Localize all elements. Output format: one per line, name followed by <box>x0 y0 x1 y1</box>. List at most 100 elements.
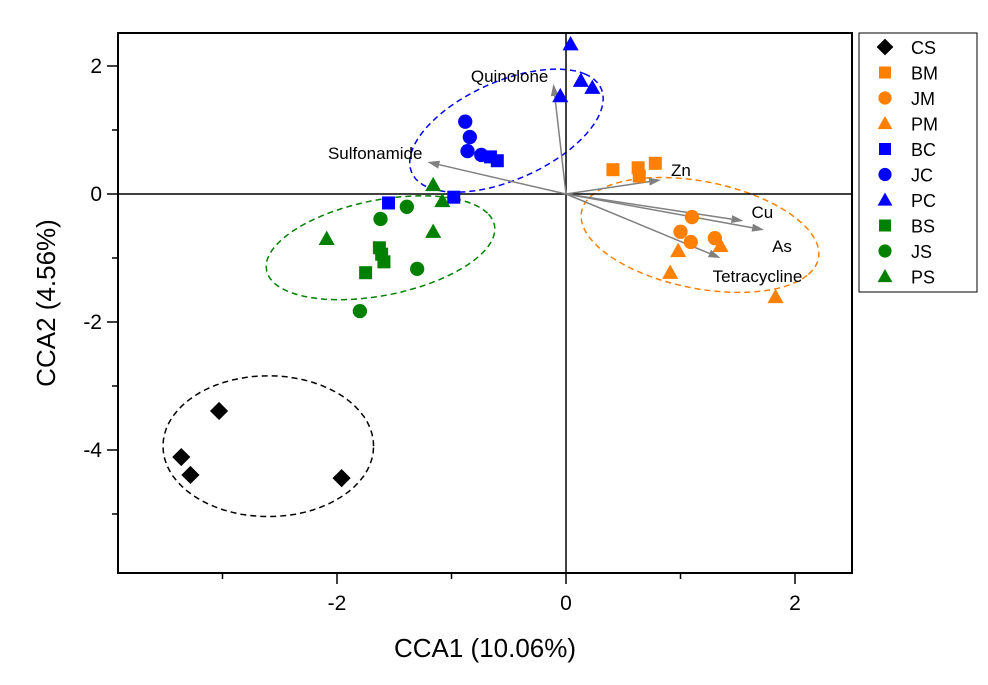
point-cs-1 <box>172 447 191 467</box>
point-ps-2 <box>425 176 442 192</box>
legend-item-bc: BC <box>879 140 936 160</box>
legend-marker-bc <box>879 143 891 155</box>
point-jm-1 <box>673 224 688 239</box>
legend-item-bm: BM <box>879 64 938 84</box>
legend-marker-bs <box>879 219 891 232</box>
legend-label-jc: JC <box>911 166 933 186</box>
vector-arrowhead-cu <box>731 215 744 224</box>
y-tick-label: -2 <box>83 311 102 334</box>
vector-label-as: As <box>772 237 792 256</box>
point-bm-3 <box>648 156 662 170</box>
vector-arrowhead-zn <box>648 177 662 186</box>
legend-item-bs: BS <box>879 217 935 237</box>
point-bs-3 <box>359 266 373 280</box>
point-pc-3 <box>584 79 601 94</box>
legend-item-ps: PS <box>877 268 935 288</box>
point-bs-2 <box>377 255 391 269</box>
point-ps-1 <box>425 223 442 238</box>
legend-label-ps: PS <box>911 268 935 288</box>
plot-frame <box>117 32 853 574</box>
point-cs-2 <box>181 465 200 485</box>
legend-item-pc: PC <box>877 191 936 211</box>
legend-marker-cs <box>876 38 894 56</box>
vector-arrowhead-tetracycline <box>707 249 721 258</box>
point-js-1 <box>373 211 388 227</box>
ellipse-c <box>408 68 604 193</box>
point-pc-1 <box>552 87 569 103</box>
point-jm-0 <box>684 209 700 225</box>
x-tick-label: 2 <box>789 592 801 615</box>
legend-label-pm: PM <box>911 115 938 135</box>
y-axis-title: CCA2 (4.56%) <box>31 219 61 387</box>
zero-lines <box>118 33 852 573</box>
y-tick-label: 0 <box>90 183 102 206</box>
legend-item-js: JS <box>878 242 932 262</box>
legend-marker-pc <box>877 192 893 206</box>
vector-line-quinolone <box>554 95 567 195</box>
legend-marker-bm <box>879 66 891 79</box>
legend: CS BM JM PM BC JC PC BS JS PS <box>858 32 978 293</box>
vector-label-zn: Zn <box>671 161 691 180</box>
x-axis-ticks: -2 0 2 <box>221 573 801 615</box>
vector-line-cu <box>565 193 732 220</box>
vector-label-tetracycline: Tetracycline <box>713 267 803 286</box>
point-pc-0 <box>562 36 579 51</box>
point-jc-2 <box>460 143 475 159</box>
vector-line-zn <box>565 180 650 195</box>
point-bc-2 <box>382 196 396 210</box>
legend-label-cs: CS <box>911 38 936 58</box>
vector-label-quinolone: Quinolone <box>471 67 549 86</box>
vector-label-cu: Cu <box>751 203 773 222</box>
ellipse-cs <box>162 375 375 518</box>
legend-label-jm: JM <box>911 89 935 109</box>
point-ps-3 <box>434 192 451 208</box>
vector-arrowhead-sulfonamide <box>427 160 441 169</box>
point-jc-3 <box>474 147 489 163</box>
point-cs-3 <box>332 469 351 488</box>
point-jc-1 <box>462 129 477 145</box>
legend-item-pm: PM <box>877 115 938 135</box>
point-bm-0 <box>606 163 620 177</box>
point-bm-2 <box>632 169 646 183</box>
point-js-0 <box>399 199 414 214</box>
legend-item-jm: JM <box>878 89 935 109</box>
legend-marker-jc <box>878 167 892 182</box>
plot-border <box>117 32 853 574</box>
vector-line-sulfonamide <box>438 163 567 195</box>
confidence-ellipses <box>162 68 820 518</box>
point-pm-1 <box>662 264 679 279</box>
legend-label-pc: PC <box>911 191 936 211</box>
legend-marker-js <box>878 244 892 258</box>
legend-marker-ps <box>877 268 893 283</box>
vector-label-sulfonamide: Sulfonamide <box>328 144 423 163</box>
legend-box <box>858 32 978 293</box>
point-jc-0 <box>458 114 473 129</box>
legend-item-jc: JC <box>878 166 933 186</box>
environment-vectors: Quinolone Sulfonamide Zn Cu As Tetracycline <box>328 67 802 286</box>
sample-points <box>172 36 784 488</box>
point-bc-3 <box>447 190 461 204</box>
y-tick-label: -4 <box>83 439 102 462</box>
ellipse-m <box>580 176 820 294</box>
point-pm-0 <box>670 242 687 258</box>
point-pm-2 <box>712 237 729 252</box>
vector-arrowhead-quinolone <box>550 83 559 97</box>
point-jm-2 <box>683 234 698 250</box>
legend-item-cs: CS <box>876 38 936 58</box>
x-tick-label: -2 <box>328 592 347 615</box>
point-pc-2 <box>572 72 589 87</box>
legend-label-js: JS <box>911 242 932 262</box>
vector-arrowhead-as <box>751 223 765 232</box>
point-cs-0 <box>209 401 229 421</box>
ellipse-s <box>265 195 496 301</box>
y-tick-label: 2 <box>90 55 102 78</box>
legend-label-bm: BM <box>911 64 938 84</box>
point-js-3 <box>352 303 368 319</box>
legend-marker-pm <box>877 115 893 130</box>
legend-label-bs: BS <box>911 217 935 237</box>
point-bc-1 <box>490 154 504 168</box>
x-axis-title: CCA1 (10.06%) <box>394 633 576 663</box>
point-js-2 <box>410 261 425 277</box>
point-ps-0 <box>318 230 335 245</box>
